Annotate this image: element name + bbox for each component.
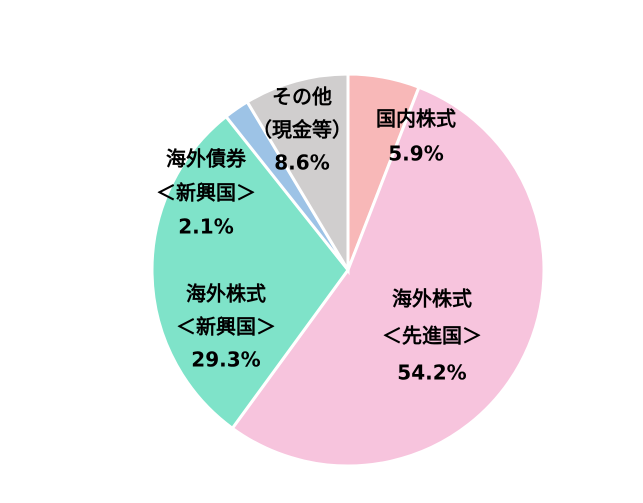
- slice-label: ＜新興国＞: [176, 315, 276, 339]
- slice-label: 海外株式: [392, 287, 472, 311]
- value-label: 54.2%: [397, 361, 466, 385]
- slice-label: ＜先進国＞: [382, 324, 482, 348]
- slice-label: ＜新興国＞: [156, 181, 256, 205]
- slice-label: （現金等）: [252, 118, 352, 142]
- slice-label: 海外株式: [186, 282, 266, 306]
- value-label: 5.9%: [388, 142, 443, 166]
- value-label: 8.6%: [274, 151, 329, 175]
- slice-label: その他: [272, 85, 332, 109]
- pie-slice: [245, 72, 350, 276]
- slice-label: 海外債券: [166, 147, 247, 171]
- pie-slice: [230, 85, 546, 468]
- value-label: 2.1%: [178, 215, 233, 239]
- value-label: 29.3%: [191, 348, 260, 372]
- slice-label: 国内株式: [376, 107, 456, 131]
- pie-slice: [150, 114, 350, 431]
